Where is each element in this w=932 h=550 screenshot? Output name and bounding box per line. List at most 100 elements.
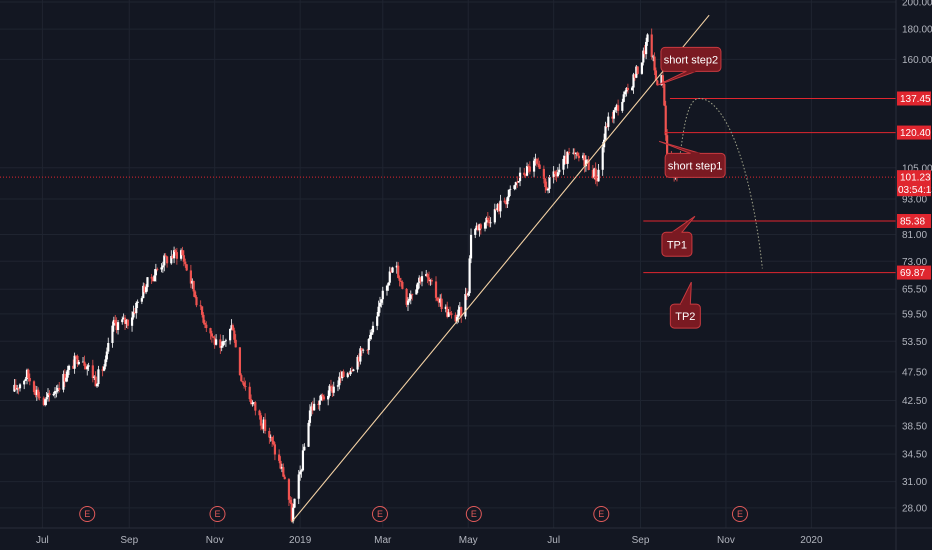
candle-body xyxy=(661,75,665,84)
earnings-marker[interactable]: E xyxy=(465,506,482,522)
earnings-marker[interactable]: E xyxy=(593,506,610,522)
candle-body xyxy=(121,319,124,323)
candle-body xyxy=(591,169,594,178)
y-tick-label: 53.50 xyxy=(902,337,927,348)
candle-body xyxy=(381,290,384,300)
candle-body xyxy=(81,361,85,363)
candle-body xyxy=(171,256,174,259)
candle-body xyxy=(401,281,404,289)
candle-body xyxy=(380,299,383,303)
candle-body xyxy=(523,172,526,175)
candle-body xyxy=(72,365,75,369)
candle-body xyxy=(399,280,403,282)
candle-body xyxy=(209,328,212,334)
level-price-label: 137.45 xyxy=(900,94,931,105)
candle-body xyxy=(76,355,79,365)
candle-body xyxy=(303,446,306,451)
candle-body xyxy=(469,234,473,259)
candle-body xyxy=(370,332,373,335)
candle-body xyxy=(507,189,510,198)
candle-body xyxy=(493,209,496,223)
earnings-marker[interactable]: E xyxy=(371,506,388,522)
candle-body xyxy=(24,378,27,381)
y-tick-label: 59.50 xyxy=(902,309,927,320)
candle-body xyxy=(150,277,153,279)
callout-tp2[interactable]: TP2 xyxy=(669,281,701,329)
candle-body xyxy=(17,388,20,389)
candle-body xyxy=(93,376,96,379)
candle-body xyxy=(95,384,99,387)
candle-body xyxy=(576,152,579,156)
y-tick-label: 81.00 xyxy=(902,230,927,241)
candle-body xyxy=(83,361,86,366)
candle-body xyxy=(409,294,412,299)
candle-body xyxy=(391,267,394,273)
callout-short-step2[interactable]: short step2 xyxy=(656,46,722,86)
candle-body xyxy=(360,348,363,351)
candle-body xyxy=(123,317,127,324)
candle-body xyxy=(544,178,547,188)
candle-body xyxy=(181,250,184,256)
candle-body xyxy=(607,116,610,127)
candle-body xyxy=(567,151,571,154)
candle-body xyxy=(538,164,541,169)
earnings-marker-label: E xyxy=(84,509,90,519)
candle-body xyxy=(496,204,499,211)
x-tick-label: 2019 xyxy=(289,535,312,546)
candle-body xyxy=(13,384,16,392)
candle-body xyxy=(258,410,261,416)
earnings-marker-label: E xyxy=(471,509,477,519)
callout-text: short step2 xyxy=(664,54,718,66)
candle-body xyxy=(633,74,637,78)
candle-body xyxy=(495,209,498,211)
candle-body xyxy=(583,155,586,167)
candle-body xyxy=(213,337,216,345)
candle-body xyxy=(525,166,529,176)
candle-body xyxy=(87,365,90,367)
candle-body xyxy=(506,197,509,205)
candle-body xyxy=(248,386,251,400)
candle-body xyxy=(650,34,653,57)
candle-body xyxy=(73,355,76,369)
candle-body xyxy=(101,369,104,371)
candle-body xyxy=(528,166,531,172)
candle-body xyxy=(398,277,401,281)
earnings-marker[interactable]: E xyxy=(79,506,96,522)
candle-body xyxy=(293,498,296,508)
level-price-label: 120.40 xyxy=(900,128,931,139)
candle-body xyxy=(446,306,449,317)
callout-short-step1[interactable]: short step1 xyxy=(658,140,726,178)
y-tick-label: 93.00 xyxy=(902,195,927,206)
candle-body xyxy=(140,298,143,302)
candle-body xyxy=(336,385,340,387)
candle-body xyxy=(273,444,277,455)
candle-body xyxy=(371,325,375,333)
candle-body xyxy=(322,396,326,400)
x-tick-label: Jul xyxy=(36,535,49,546)
candle-body xyxy=(458,307,461,310)
trendline[interactable] xyxy=(291,14,710,523)
candle-body xyxy=(172,250,176,259)
candle-body xyxy=(478,224,481,231)
candle-body xyxy=(593,168,596,178)
candle-body xyxy=(18,384,22,389)
candle-body xyxy=(640,62,644,74)
candle-body xyxy=(102,366,106,371)
earnings-marker[interactable]: E xyxy=(731,506,748,522)
candle-body xyxy=(643,50,646,55)
earnings-marker[interactable]: E xyxy=(209,506,226,522)
callout-tp1[interactable]: TP1 xyxy=(661,215,696,257)
candle-body xyxy=(621,101,624,111)
y-axis[interactable]: 200.00180.00160.00105.0093.0081.0073.006… xyxy=(895,0,932,550)
candle-body xyxy=(105,351,108,360)
candle-body xyxy=(279,460,282,469)
candle-body xyxy=(86,366,89,370)
candle-body xyxy=(143,285,146,293)
x-axis[interactable]: Jul Sep Nov 2019 Mar May Jul Sep Nov 2020 xyxy=(0,527,932,546)
candle-body xyxy=(553,171,557,175)
candle-body xyxy=(604,126,607,140)
candle-body xyxy=(55,390,58,392)
candle-body xyxy=(474,229,477,235)
candle-body xyxy=(48,393,51,396)
